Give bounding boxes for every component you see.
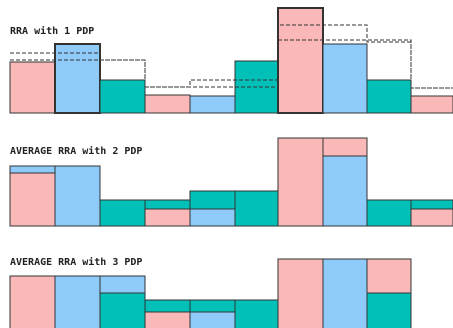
bar [277, 7, 324, 114]
panel: AVERAGE RRA with 3 PDP [9, 256, 412, 328]
bar [366, 79, 412, 114]
bars [9, 137, 453, 227]
bar [410, 95, 453, 114]
bar [366, 292, 412, 328]
bar [322, 155, 368, 227]
panel-title: RRA with 1 PDP [10, 25, 94, 37]
bar [99, 292, 146, 328]
panel: RRA with 1 PDP [9, 7, 453, 114]
bar [144, 94, 191, 114]
bar [189, 208, 236, 227]
bar [234, 190, 279, 227]
average-line [10, 39, 453, 89]
panel-title: AVERAGE RRA with 3 PDP [10, 256, 142, 268]
bar [366, 199, 412, 227]
bar [144, 208, 191, 227]
bar [9, 165, 56, 174]
bar [99, 79, 146, 114]
bar [410, 208, 453, 227]
bar [54, 165, 101, 227]
panel: AVERAGE RRA with 2 PDP [9, 137, 453, 227]
bar [9, 275, 56, 328]
bar [189, 311, 236, 328]
bar [322, 258, 368, 328]
bar [54, 275, 101, 328]
bar [189, 95, 236, 114]
bar [9, 61, 56, 114]
bar [277, 258, 324, 328]
bars [9, 258, 412, 328]
bar [322, 43, 368, 114]
bar [234, 299, 279, 328]
bar [54, 43, 101, 114]
panel-title: AVERAGE RRA with 2 PDP [10, 145, 142, 157]
bar [99, 199, 146, 227]
bar [9, 165, 56, 227]
bar [277, 137, 324, 227]
bar [144, 311, 191, 328]
